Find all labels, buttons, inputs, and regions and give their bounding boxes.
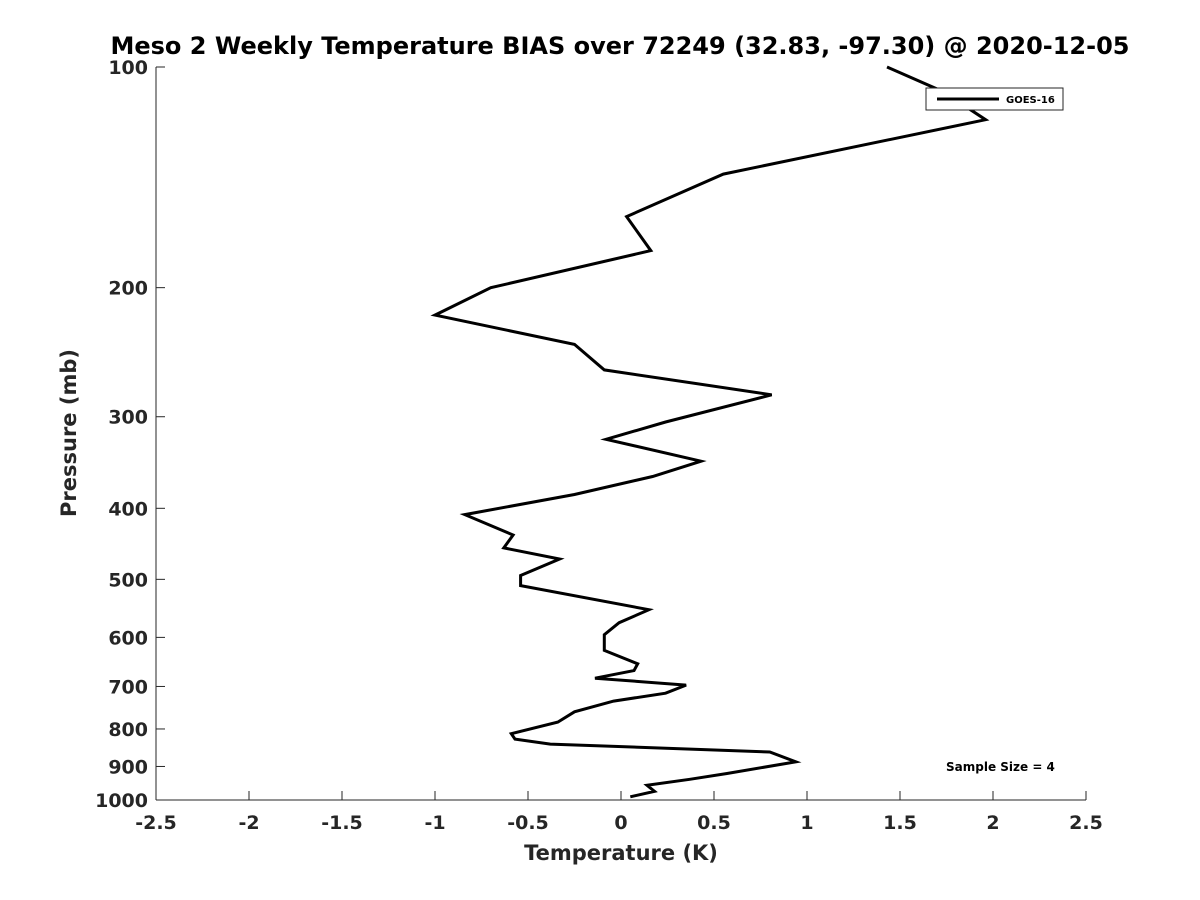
series-line-goes-16 [430,65,990,799]
y-axis-label: Pressure (mb) [57,349,81,517]
y-tick-label: 800 [108,719,148,741]
sample-size-annotation: Sample Size = 4 [946,760,1055,774]
x-tick-label: -0.5 [507,812,549,834]
x-tick-label: 1 [800,812,813,834]
y-tick-label: 1000 [95,790,148,812]
x-tick-label: -1.5 [321,812,363,834]
x-tick-label: -2 [238,812,259,834]
y-tick-label: 600 [108,627,148,649]
y-tick-label: 400 [108,498,148,520]
y-tick-label: 900 [108,756,148,778]
x-tick-label: 1.5 [883,812,917,834]
legend: GOES-16 [925,87,1064,111]
x-tick-label: 2.5 [1069,812,1103,834]
plot-area: -2.5 -2 -1.5 -1 -0.5 0 0.5 1 1.5 2 2.5 100 200 300 40… [95,57,1103,834]
y-tick-label: 300 [108,407,148,429]
legend-entry-goes-16: GOES-16 [1006,95,1055,106]
x-tick-label: 0 [614,812,627,834]
x-ticks: -2.5 -2 -1.5 -1 -0.5 0 0.5 1 1.5 2 2.5 [135,791,1103,834]
x-tick-label: -2.5 [135,812,177,834]
x-tick-label: -1 [424,812,445,834]
chart-title: Meso 2 Weekly Temperature BIAS over 7224… [110,32,1129,60]
x-tick-label: 2 [986,812,999,834]
y-tick-label: 700 [108,676,148,698]
data-marks [430,65,990,799]
y-tick-label: 500 [108,569,148,591]
y-tick-label: 200 [108,278,148,300]
y-tick-label: 100 [108,57,148,79]
x-tick-label: 0.5 [697,812,731,834]
x-axis-label: Temperature (K) [524,841,718,865]
y-ticks: 100 200 300 400 500 600 700 800 900 1000 [95,57,165,812]
